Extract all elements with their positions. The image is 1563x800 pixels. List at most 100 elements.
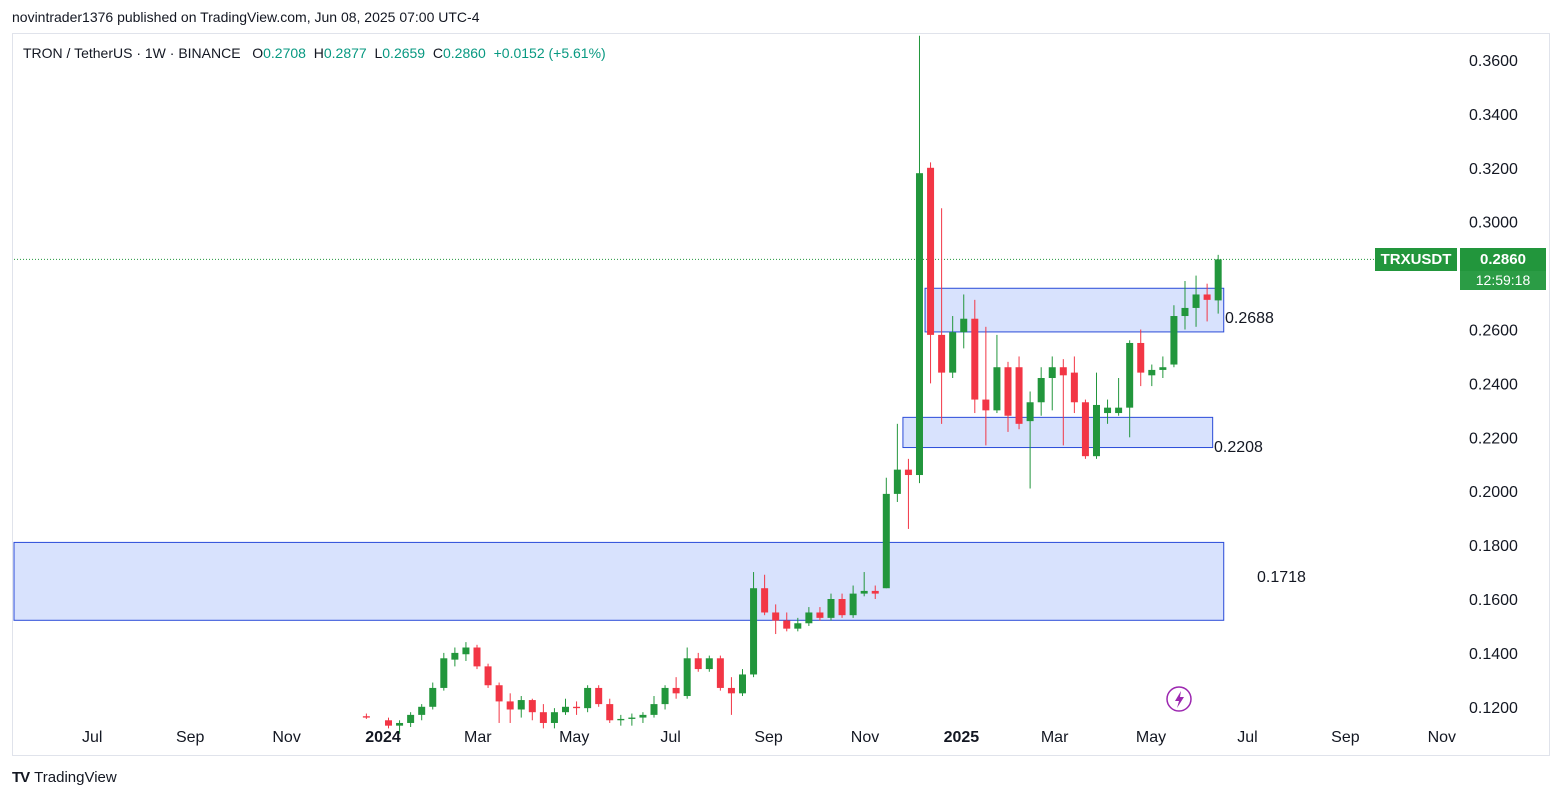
candle-body	[949, 332, 957, 373]
candle-body	[1092, 404, 1100, 457]
tradingview-brand-text: TradingView	[34, 769, 117, 786]
low-value: 0.2659	[382, 45, 426, 61]
x-tick-label: Jul	[1237, 729, 1257, 746]
candles-layer	[362, 35, 1222, 734]
candle-body	[1192, 294, 1200, 308]
zone-label: 0.1718	[1257, 569, 1306, 586]
candle-body	[1214, 259, 1222, 301]
candle-body	[816, 612, 824, 618]
candle-body	[893, 469, 901, 494]
candle-body	[528, 700, 536, 713]
candle-body	[750, 588, 758, 675]
candle-body	[462, 647, 470, 655]
candle-body	[584, 687, 592, 709]
candle-body	[1181, 307, 1189, 317]
y-tick-label: 0.1200	[1469, 700, 1518, 717]
zones-layer: 0.2688 0.2208 0.1718	[13, 287, 1306, 621]
high-value: 0.2877	[323, 45, 367, 61]
x-axis: Jul Sep Nov 2024 Mar May Jul Sep Nov 2025 Mar May Ju…	[82, 729, 1456, 746]
candle-body	[915, 173, 923, 476]
candle-body	[573, 706, 581, 709]
candle-body	[805, 612, 813, 624]
candle-body	[1115, 407, 1123, 414]
candle-body	[550, 712, 558, 723]
candle-body	[1070, 372, 1078, 403]
candle-body	[362, 716, 370, 718]
x-tick-label: 2025	[944, 729, 980, 746]
x-tick-label: Sep	[176, 729, 205, 746]
candle-body	[506, 701, 514, 710]
x-tick-label: Mar	[1041, 729, 1069, 746]
candle-body	[1159, 367, 1167, 370]
candle-body	[860, 590, 868, 594]
symbol-name: TRON / TetherUS · 1W · BINANCE	[23, 45, 241, 61]
candle-body	[650, 704, 658, 715]
candle-body	[716, 658, 724, 688]
open-value: 0.2708	[263, 45, 306, 61]
candle-body	[517, 700, 525, 710]
x-tick-label: May	[1136, 729, 1166, 746]
candle-body	[1048, 367, 1056, 379]
close-label: C	[432, 45, 443, 61]
candle-body	[871, 590, 879, 594]
low-label: L	[374, 45, 383, 61]
last-price-box: 0.2860 12:59:18	[1460, 248, 1546, 290]
candle-body	[772, 612, 780, 621]
candle-body	[561, 706, 569, 713]
candle-body	[904, 469, 912, 476]
high-label: H	[313, 45, 324, 61]
candle-body	[683, 658, 691, 697]
x-tick-label: Nov	[1428, 729, 1456, 746]
candle-body	[440, 658, 448, 688]
candle-body	[451, 652, 459, 660]
y-tick-label: 0.1800	[1469, 538, 1518, 555]
y-tick-label: 0.2000	[1469, 484, 1518, 501]
candle-body	[694, 658, 702, 670]
candle-body	[927, 167, 935, 335]
zone-box	[13, 541, 1225, 621]
y-axis: 0.1200 0.1400 0.1600 0.1800 0.2000 0.2200 0.24…	[1469, 53, 1518, 717]
candle-body	[473, 647, 481, 667]
publisher-caption: novintrader1376 published on TradingView…	[12, 9, 480, 25]
candle-body	[672, 687, 680, 694]
y-tick-label: 0.2400	[1469, 376, 1518, 393]
candle-body	[385, 720, 392, 726]
candle-body	[705, 658, 713, 670]
candle-body	[628, 717, 636, 719]
symbol-legend: TRON / TetherUS · 1W · BINANCE O0.2708 H…	[23, 45, 606, 61]
candle-body	[1059, 367, 1067, 376]
candle-body	[595, 687, 603, 705]
lightning-icon[interactable]	[1166, 686, 1192, 712]
zone-label: 0.2688	[1225, 310, 1274, 327]
candle-body	[606, 704, 614, 721]
open-label: O	[252, 45, 264, 61]
close-value: 0.2860	[443, 45, 486, 61]
candle-body	[727, 687, 735, 694]
candle-body	[794, 623, 802, 629]
y-tick-label: 0.1400	[1469, 646, 1518, 663]
candle-body	[938, 334, 946, 373]
candle-body	[1081, 402, 1089, 457]
candle-body	[783, 620, 791, 629]
candle-body	[1026, 402, 1034, 422]
candle-body	[738, 674, 746, 694]
x-tick-label: Nov	[851, 729, 879, 746]
candle-body	[1170, 316, 1178, 365]
tradingview-logo[interactable]: TV TradingView	[12, 769, 117, 786]
candle-body	[960, 318, 968, 333]
candle-body	[418, 706, 426, 715]
candle-body	[827, 599, 835, 618]
candle-body	[1004, 367, 1012, 416]
y-tick-label: 0.3400	[1469, 107, 1518, 124]
candle-body	[429, 687, 437, 707]
candle-body	[1015, 367, 1023, 424]
ticker-tag: TRXUSDT	[1375, 248, 1457, 271]
bar-countdown: 12:59:18	[1460, 271, 1546, 290]
candle-body	[407, 714, 415, 723]
zone-label: 0.2208	[1214, 439, 1263, 456]
y-tick-label: 0.3200	[1469, 161, 1518, 178]
candle-body	[993, 367, 1001, 411]
candle-body	[396, 722, 404, 726]
x-tick-label: Jul	[660, 729, 680, 746]
